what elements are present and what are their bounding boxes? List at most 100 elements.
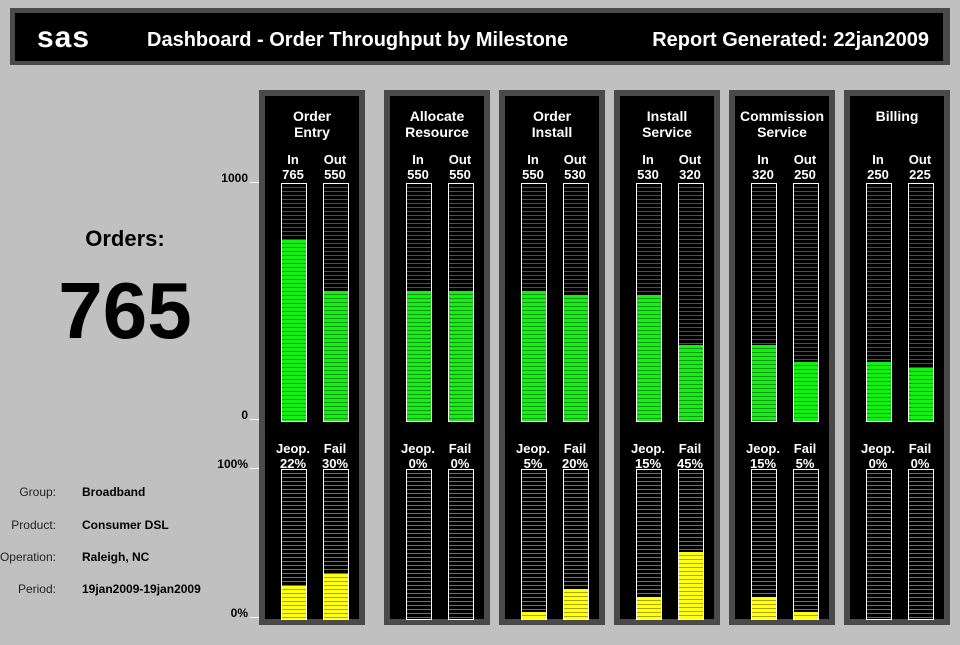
- fail-label-value: 0%: [910, 456, 930, 471]
- out-label-value: 550: [449, 167, 471, 182]
- in-bar-fill: [522, 290, 546, 421]
- jeop-bar: [281, 469, 307, 620]
- sas-logo: sas: [37, 21, 91, 54]
- jeop-bar-gridlines: [867, 470, 891, 619]
- fail-bar-gridlines: [449, 470, 473, 619]
- fail-label-value: 30%: [321, 456, 349, 471]
- fail-label-name: Fail: [323, 441, 347, 456]
- out-label-value: 250: [794, 167, 816, 182]
- fail-label: Fail 45%: [670, 441, 710, 471]
- fail-bar-gridlines: [794, 470, 818, 619]
- in-label-name: In: [287, 152, 299, 167]
- in-label-name: In: [527, 152, 539, 167]
- in-label-name: In: [642, 152, 654, 167]
- milestone-panel: Order Entry In 765 Out 550 Jeop. 22% Fail 30%: [259, 90, 365, 625]
- in-label-value: 765: [282, 167, 304, 182]
- milestone-title: Allocate Resource: [390, 108, 484, 140]
- out-label: Out 550: [315, 152, 355, 182]
- fail-label-value: 45%: [676, 456, 704, 471]
- fail-bar-fill: [324, 574, 348, 619]
- out-bar: [793, 183, 819, 422]
- jeop-label-name: Jeop.: [276, 441, 310, 456]
- milestone-panel-inner: Billing In 250 Out 225 Jeop. 0% Fail 0%: [850, 96, 944, 620]
- out-label-name: Out: [793, 152, 817, 167]
- jeop-label: Jeop. 15%: [628, 441, 668, 471]
- fail-bar: [323, 469, 349, 620]
- fail-bar-fill: [794, 611, 818, 619]
- fail-label-value: 0%: [450, 456, 470, 471]
- milestone-panel: Commission Service In 320 Out 250 Jeop. 15% Fail…: [729, 90, 835, 625]
- jeop-label-name: Jeop.: [516, 441, 550, 456]
- in-label: In 550: [398, 152, 438, 182]
- out-label: Out 550: [440, 152, 480, 182]
- fail-label-value: 5%: [795, 456, 815, 471]
- fail-label: Fail 5%: [785, 441, 825, 471]
- top-axis-max-label: 1000: [221, 171, 248, 185]
- out-label: Out 530: [555, 152, 595, 182]
- in-label: In 550: [513, 152, 553, 182]
- out-bar: [563, 183, 589, 422]
- in-label: In 530: [628, 152, 668, 182]
- info-value-period: 19jan2009-19jan2009: [82, 582, 201, 596]
- milestone-panel: Billing In 250 Out 225 Jeop. 0% Fail 0%: [844, 90, 950, 625]
- fail-bar: [908, 469, 934, 620]
- in-bar: [636, 183, 662, 422]
- fail-bar: [563, 469, 589, 620]
- in-label-name: In: [872, 152, 884, 167]
- milestone-panel-inner: Order Entry In 765 Out 550 Jeop. 22% Fail 30%: [265, 96, 359, 620]
- out-bar-fill: [564, 295, 588, 421]
- in-bar-fill: [407, 290, 431, 421]
- in-bar: [281, 183, 307, 422]
- jeop-label-name: Jeop.: [631, 441, 665, 456]
- info-key-product: Product:: [11, 518, 56, 532]
- fail-label-name: Fail: [908, 441, 932, 456]
- jeop-label-value: 22%: [279, 456, 307, 471]
- jeop-label: Jeop. 0%: [398, 441, 438, 471]
- jeop-label-name: Jeop.: [861, 441, 895, 456]
- in-label: In 765: [273, 152, 313, 182]
- milestone-panel-inner: Install Service In 530 Out 320 Jeop. 15% Fail 45%: [620, 96, 714, 620]
- info-key-group: Group:: [19, 485, 56, 499]
- fail-bar-fill: [564, 589, 588, 619]
- orders-value: 765: [58, 266, 192, 355]
- milestone-panel-inner: Order Install In 550 Out 530 Jeop. 5% Fail 20%: [505, 96, 599, 620]
- jeop-bar: [866, 469, 892, 620]
- jeop-label-value: 0%: [408, 456, 428, 471]
- in-bar-fill: [282, 239, 306, 421]
- out-label-value: 320: [679, 167, 701, 182]
- jeop-label: Jeop. 5%: [513, 441, 553, 471]
- info-value-group: Broadband: [82, 485, 146, 499]
- milestone-title: Order Entry: [265, 108, 359, 140]
- out-label-value: 550: [324, 167, 346, 182]
- in-label-name: In: [412, 152, 424, 167]
- out-bar-fill: [679, 345, 703, 421]
- fail-label-name: Fail: [678, 441, 702, 456]
- milestone-title-line1: Billing: [875, 108, 919, 124]
- jeop-label-value: 0%: [868, 456, 888, 471]
- jeop-bar-gridlines: [752, 470, 776, 619]
- fail-label-name: Fail: [448, 441, 472, 456]
- out-label-value: 225: [909, 167, 931, 182]
- jeop-label-value: 15%: [749, 456, 777, 471]
- bottom-axis-max-label: 100%: [217, 457, 248, 471]
- fail-label: Fail 0%: [900, 441, 940, 471]
- in-label-value: 320: [752, 167, 774, 182]
- in-bar: [866, 183, 892, 422]
- out-label: Out 225: [900, 152, 940, 182]
- milestone-panel-inner: Allocate Resource In 550 Out 550 Jeop. 0% Fail 0%: [390, 96, 484, 620]
- fail-label: Fail 0%: [440, 441, 480, 471]
- fail-label: Fail 20%: [555, 441, 595, 471]
- out-bar-fill: [909, 367, 933, 421]
- fail-label-value: 20%: [561, 456, 589, 471]
- jeop-bar-fill: [522, 611, 546, 619]
- milestone-title-line2: Resource: [405, 124, 469, 140]
- milestone-title-line2: Service: [757, 124, 807, 140]
- info-key-period: Period:: [17, 582, 56, 596]
- fail-bar-fill: [679, 551, 703, 619]
- milestone-title-line2: Install: [531, 124, 573, 140]
- out-bar-fill: [449, 290, 473, 421]
- milestone-title-line1: Order: [532, 108, 572, 124]
- in-label-value: 550: [407, 167, 429, 182]
- jeop-label-name: Jeop.: [746, 441, 780, 456]
- jeop-label-value: 15%: [634, 456, 662, 471]
